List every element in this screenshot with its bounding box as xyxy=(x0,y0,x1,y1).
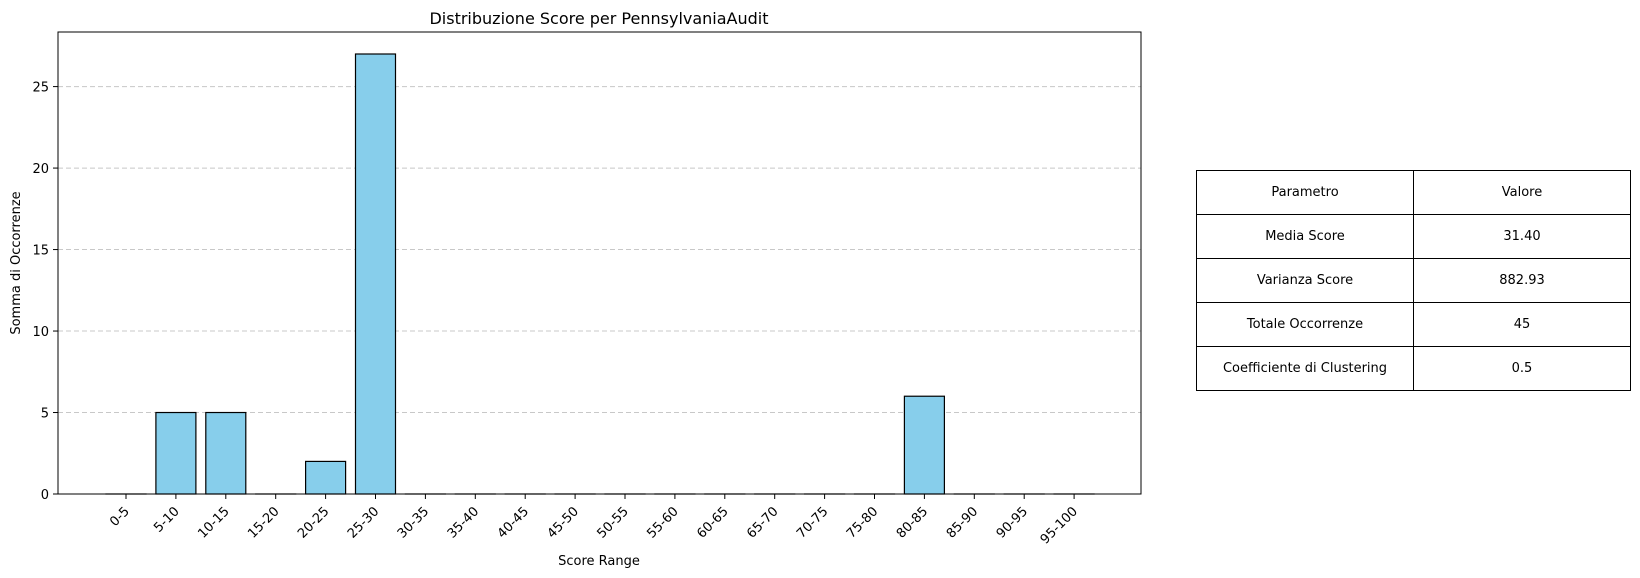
table-cell: Totale Occorrenze xyxy=(1196,302,1414,347)
gridlines xyxy=(58,86,1141,414)
x-axis: 0-5 5-10 10-15 15-20 20-25 25-30 30-35 35-40 40-… xyxy=(107,494,1081,547)
y-tick-label: 10 xyxy=(32,325,49,340)
y-tick-label: 5 xyxy=(41,407,49,422)
table-cell: 882.93 xyxy=(1413,258,1631,303)
table-row: Coefficiente di Clustering 0.5 xyxy=(1196,346,1631,391)
x-tick-label: 45-50 xyxy=(545,504,582,541)
x-tick-label: 35-40 xyxy=(445,504,482,541)
y-axis-label: Somma di Occorrenze xyxy=(9,191,24,334)
x-tick-label: 50-55 xyxy=(595,504,632,541)
table-header-cell: Valore xyxy=(1413,170,1631,215)
table-cell: Coefficiente di Clustering xyxy=(1196,346,1414,391)
x-tick-label: 60-65 xyxy=(694,504,731,541)
table-cell: Media Score xyxy=(1196,214,1414,259)
x-tick-label: 90-95 xyxy=(994,504,1031,541)
x-tick-label: 75-80 xyxy=(844,504,881,541)
table-header-cell: Parametro xyxy=(1196,170,1414,215)
stats-table: Parametro Valore Media Score 31.40 Varia… xyxy=(1196,170,1631,391)
bar xyxy=(305,460,347,495)
table-cell: Varianza Score xyxy=(1196,258,1414,303)
x-tick-label: 85-90 xyxy=(944,504,981,541)
bar xyxy=(155,411,197,495)
x-tick-label: 80-85 xyxy=(894,504,931,541)
x-tick-label: 25-30 xyxy=(345,504,382,541)
x-tick-label: 20-25 xyxy=(295,504,332,541)
bar xyxy=(205,411,247,495)
plot-area xyxy=(57,31,1142,495)
table-row: Varianza Score 882.93 xyxy=(1196,258,1631,303)
table-cell: 0.5 xyxy=(1413,346,1631,391)
y-tick-label: 0 xyxy=(41,488,49,503)
x-tick-label: 40-45 xyxy=(495,504,532,541)
bar xyxy=(354,53,397,495)
table-cell: 31.40 xyxy=(1413,214,1631,259)
table-header-row: Parametro Valore xyxy=(1196,170,1631,215)
x-tick-label: 70-75 xyxy=(794,504,831,541)
x-tick-label: 15-20 xyxy=(245,504,282,541)
x-tick-label: 5-10 xyxy=(151,504,182,535)
x-tick-label: 30-35 xyxy=(395,504,432,541)
bar xyxy=(903,395,946,495)
y-tick-label: 25 xyxy=(32,81,49,96)
x-tick-label: 0-5 xyxy=(107,504,133,530)
table-row: Totale Occorrenze 45 xyxy=(1196,302,1631,347)
chart-title: Distribuzione Score per PennsylvaniaAudi… xyxy=(429,9,768,28)
y-tick-label: 15 xyxy=(32,244,49,259)
table-cell: 45 xyxy=(1413,302,1631,347)
x-tick-label: 65-70 xyxy=(744,504,781,541)
x-tick-label: 10-15 xyxy=(195,504,232,541)
x-tick-label: 95-100 xyxy=(1038,504,1081,547)
y-tick-label: 20 xyxy=(32,162,49,177)
x-tick-label: 55-60 xyxy=(644,504,681,541)
x-axis-label: Score Range xyxy=(558,554,640,569)
table-row: Media Score 31.40 xyxy=(1196,214,1631,259)
y-axis: 0 5 10 15 20 25 xyxy=(32,81,58,503)
bars xyxy=(105,53,1095,495)
